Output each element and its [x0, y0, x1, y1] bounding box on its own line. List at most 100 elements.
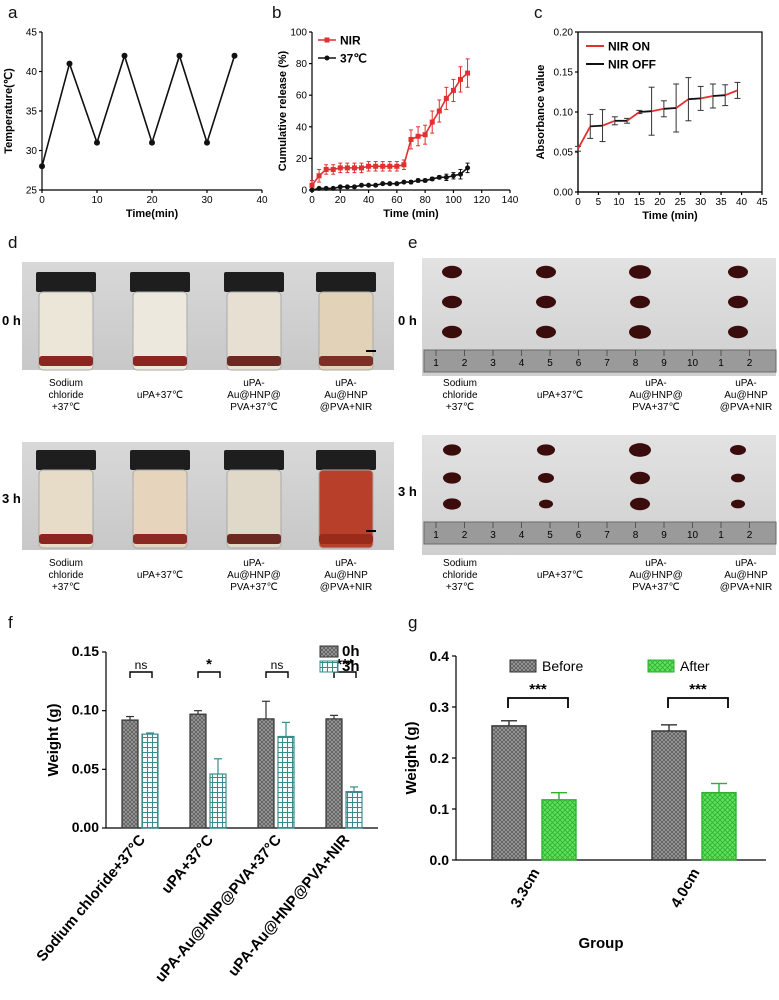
vial-caption-line: uPA-: [243, 378, 265, 389]
blood-clot: [629, 443, 651, 457]
bar-3h: [277, 735, 295, 829]
significance-bracket: [197, 671, 221, 678]
y-tick-label: 0.0: [430, 852, 450, 868]
x-tick-label: 40: [256, 195, 268, 206]
x-tick-label: 20: [335, 195, 347, 206]
vial-caption-line: Au@HNP: [724, 390, 768, 401]
x-tick-label: 100: [445, 195, 462, 206]
x-tick-label: uPA-Au@HNP@PVA+NIR: [225, 832, 353, 980]
x-tick-label: 80: [420, 195, 432, 206]
segment-nir-on: [724, 89, 738, 97]
temperature-line: [41, 53, 236, 167]
y-tick-label: 0.1: [430, 801, 450, 817]
vial-sediment: [319, 356, 373, 366]
segment-nir-off: [688, 97, 701, 101]
segment-nir-on: [626, 111, 640, 122]
data-point: [394, 181, 400, 187]
data-point: [436, 108, 442, 114]
segment-nir-on: [675, 98, 689, 109]
x-tick-label: 20: [146, 195, 158, 206]
x-tick-label: 3.3cm: [507, 866, 543, 911]
scale-bar: [366, 350, 376, 352]
panel-label-c: c: [534, 3, 543, 22]
vial-body: [38, 291, 94, 371]
vial-body: [226, 469, 282, 549]
data-point: [337, 165, 343, 171]
data-point: [450, 173, 456, 179]
data-point: [415, 178, 421, 184]
ruler-number: 9: [661, 530, 667, 541]
significance-bracket: [667, 697, 729, 708]
bar-Before: [651, 730, 687, 861]
y-tick-label: 0.05: [72, 760, 99, 776]
x-tick-label: 120: [473, 195, 490, 206]
vial-caption-line: uPA+37℃: [537, 390, 583, 401]
bar-After: [701, 791, 737, 861]
vial-caption-line: uPA-: [735, 378, 757, 389]
vial-body: [226, 291, 282, 371]
data-point: [366, 163, 372, 169]
y-axis-label: Weight (g): [403, 721, 420, 794]
vial-caption-line: @PVA+NIR: [720, 402, 772, 413]
temperature-point: [149, 139, 155, 146]
vial-sediment: [227, 534, 281, 544]
bar-0h: [189, 713, 207, 829]
segment-nir-on: [651, 107, 665, 113]
photo-e-row-0h: 0 h: [398, 313, 417, 328]
data-point: [443, 174, 449, 180]
ruler-number: 2: [462, 530, 468, 541]
chart-f-weight: 0.00 0.05 0.10 0.15 Weight (g) ns Sodium chlor…: [33, 643, 378, 986]
significance-bracket: [333, 671, 357, 678]
blood-clot: [537, 444, 555, 456]
data-point: [401, 179, 407, 185]
blood-clot: [536, 265, 556, 279]
bar-After: [541, 799, 577, 861]
data-point: [429, 119, 435, 125]
y-tick-label: 20: [296, 154, 308, 165]
blood-clot: [728, 295, 748, 309]
vial-body: [132, 291, 188, 371]
significance-label: ***: [336, 656, 354, 673]
vial-caption-line: Sodium: [49, 558, 83, 569]
y-tick-label: 0.2: [430, 750, 450, 766]
vial-caption-line: PVA+37℃: [632, 402, 679, 413]
significance-bracket: [507, 697, 569, 708]
x-tick-label: Sodium chloride+37°C: [33, 832, 149, 965]
vial-caption-line: @PVA+NIR: [320, 402, 372, 413]
vial-cap: [224, 450, 284, 470]
vial-caption-line: PVA+37℃: [632, 582, 679, 593]
vial-caption-line: Sodium: [443, 378, 477, 389]
ruler-number: 6: [576, 530, 582, 541]
ruler-number: 3: [490, 358, 496, 369]
legend-label: 37℃: [340, 52, 367, 66]
blood-clot: [630, 497, 650, 511]
x-axis-label: Group: [579, 935, 624, 952]
vial-caption-line: +37℃: [446, 582, 474, 593]
data-point: [415, 133, 421, 139]
significance-label: *: [206, 656, 212, 673]
bar-0h: [325, 718, 343, 829]
x-tick-label: 0: [575, 197, 581, 208]
x-tick-label: 40: [363, 195, 375, 206]
photo-d-row-3h: 3 h: [2, 491, 21, 506]
vial-body: [38, 469, 94, 549]
bar-Before: [491, 725, 527, 861]
temperature-point: [176, 52, 183, 59]
data-point: [450, 87, 456, 93]
vial-caption-line: +37℃: [446, 402, 474, 413]
data-point: [351, 165, 357, 171]
vial-caption-line: @PVA+NIR: [320, 582, 372, 593]
vial-caption-line: uPA-: [335, 558, 357, 569]
significance-bracket: [265, 671, 289, 678]
vial-sediment: [39, 534, 93, 544]
x-tick-label: 10: [91, 195, 103, 206]
blood-clot: [443, 444, 461, 456]
y-axis-label: Temperature(℃): [3, 68, 15, 154]
data-point: [316, 173, 322, 179]
vial-cap: [130, 450, 190, 470]
x-tick-label: 15: [634, 197, 646, 208]
ruler-number: 3: [490, 530, 496, 541]
legend-swatch: [509, 659, 537, 673]
data-point: [359, 165, 364, 171]
vial-caption-line: Au@HNP@: [629, 570, 683, 581]
